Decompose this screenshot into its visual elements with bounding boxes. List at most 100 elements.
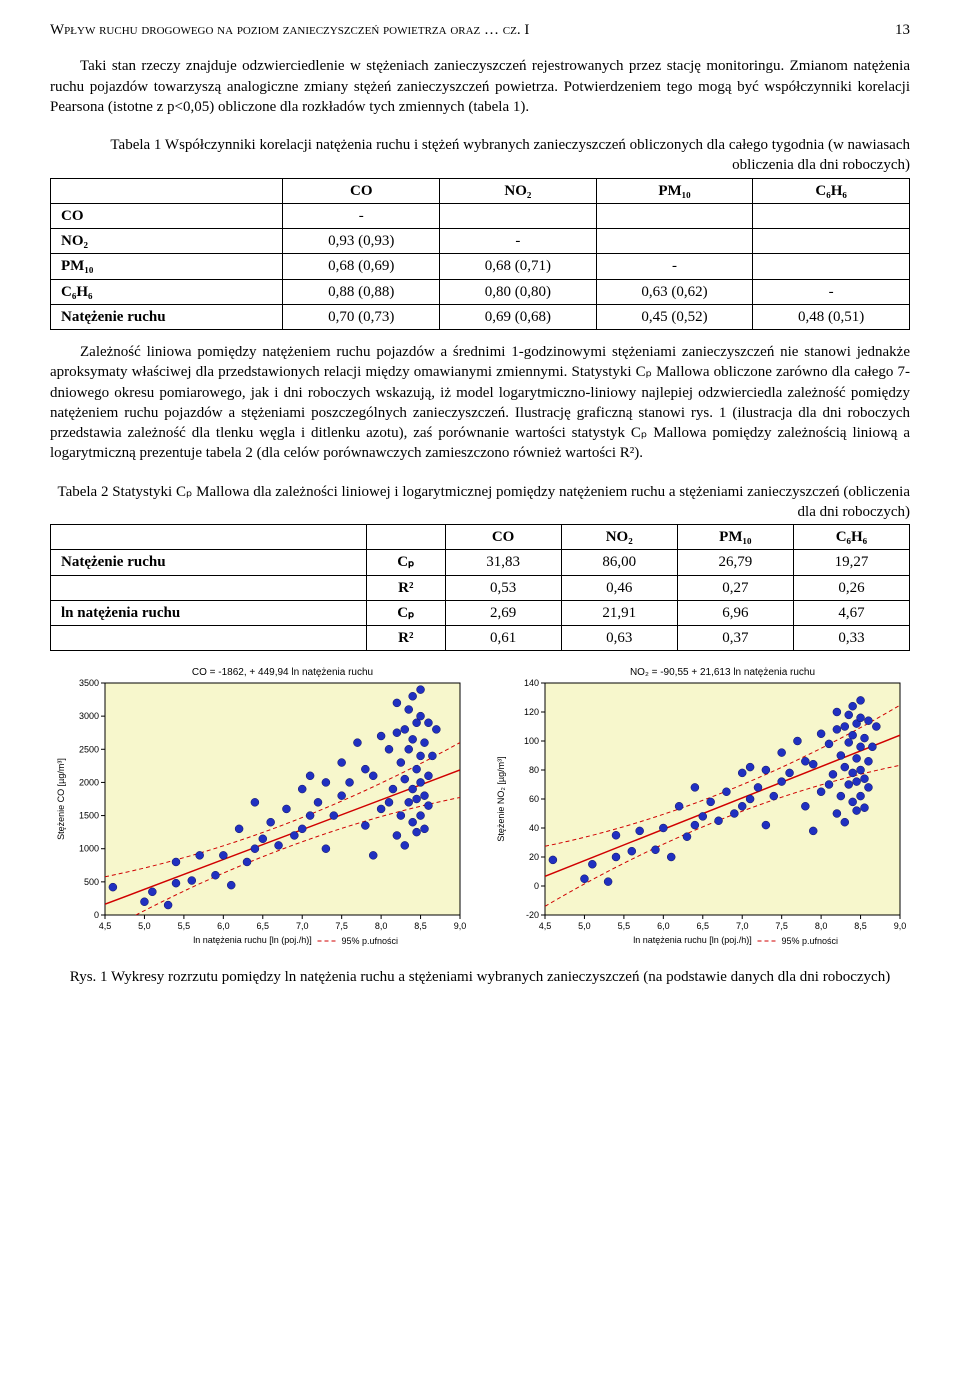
chart-co: CO = -1862, + 449,94 ln natężenia ruchu4… [50,663,470,963]
data-point [549,856,557,864]
data-point [651,846,659,854]
data-point [275,842,283,850]
data-point [290,832,298,840]
data-point [857,714,865,722]
data-point [385,799,393,807]
data-point [330,812,338,820]
data-point [699,813,707,821]
data-point [385,746,393,754]
table2-stat: Cₚ [367,600,445,625]
data-point [140,898,148,906]
x-tick: 9,0 [894,921,907,931]
table1-cell [753,229,910,254]
y-tick: 2500 [79,745,99,755]
y-tick: 40 [529,823,539,833]
x-tick: 5,5 [178,921,191,931]
data-point [841,763,849,771]
data-point [267,818,275,826]
legend-label: 95% p.ufności [342,936,399,946]
chart-no2: NO₂ = -90,55 + 21,613 ln natężenia ruchu… [490,663,910,963]
data-point [746,795,754,803]
data-point [801,803,809,811]
y-tick: 120 [524,707,539,717]
data-point [353,739,361,747]
chart-title: NO₂ = -90,55 + 21,613 ln natężenia ruchu [630,667,815,678]
y-tick: 20 [529,852,539,862]
data-point [845,781,853,789]
paragraph-2: Zależność liniowa pomiędzy natężeniem ru… [50,342,910,464]
data-point [361,822,369,830]
data-point [251,799,259,807]
x-tick: 8,5 [854,921,867,931]
data-point [853,778,861,786]
x-label: ln natężenia ruchu [ln (poj./h)] [633,935,752,945]
table2-cell: 0,61 [445,626,561,651]
table2-cell: 19,27 [793,550,909,575]
table2-cell: 0,26 [793,575,909,600]
data-point [628,847,636,855]
data-point [864,784,872,792]
table1: CONO₂PM₁₀C₆H₆CO-NO₂0,93 (0,93)-PM₁₀0,68 … [50,178,910,331]
table2-cell: 86,00 [561,550,677,575]
data-point [251,845,259,853]
y-tick: 140 [524,678,539,688]
table2-cell: 0,63 [561,626,677,651]
data-point [636,827,644,835]
data-point [659,824,667,832]
data-point [409,693,417,701]
x-label: ln natężenia ruchu [ln (poj./h)] [193,935,312,945]
table1-cell [753,254,910,279]
data-point [604,878,612,886]
data-point [424,802,432,810]
data-point [346,779,354,787]
data-point [691,784,699,792]
data-point [421,739,429,747]
y-tick: -20 [526,910,539,920]
data-point [809,760,817,768]
data-point [683,833,691,841]
data-point [829,771,837,779]
data-point [298,825,306,833]
table2-cell: 0,37 [677,626,793,651]
data-point [580,875,588,883]
data-point [849,769,857,777]
y-tick: 0 [534,881,539,891]
data-point [793,737,801,745]
data-point [369,852,377,860]
data-point [306,812,314,820]
data-point [172,879,180,887]
data-point [322,779,330,787]
table1-col: CO [283,178,440,203]
table1-rowhead: NO₂ [51,229,283,254]
table1-cell: 0,88 (0,88) [283,279,440,304]
table1-cell [753,203,910,228]
data-point [397,812,405,820]
data-point [421,792,429,800]
data-point [109,883,117,891]
data-point [746,763,754,771]
data-point [409,818,417,826]
table1-cell [440,203,597,228]
data-point [211,871,219,879]
table1-cell: 0,68 (0,71) [440,254,597,279]
y-tick: 2000 [79,778,99,788]
data-point [298,785,306,793]
data-point [857,743,865,751]
table2-cell: 26,79 [677,550,793,575]
x-tick: 6,0 [657,921,670,931]
table2-cell: 4,67 [793,600,909,625]
data-point [857,697,865,705]
data-point [314,799,322,807]
data-point [786,769,794,777]
data-point [405,706,413,714]
x-tick: 5,5 [618,921,631,931]
table1-cell [596,203,753,228]
y-label: Stężenie NO₂ [µg/m³] [496,757,506,842]
data-point [588,861,596,869]
x-tick: 6,0 [217,921,230,931]
data-point [849,731,857,739]
data-point [235,825,243,833]
data-point [722,788,730,796]
data-point [196,852,204,860]
table1-col: NO₂ [440,178,597,203]
